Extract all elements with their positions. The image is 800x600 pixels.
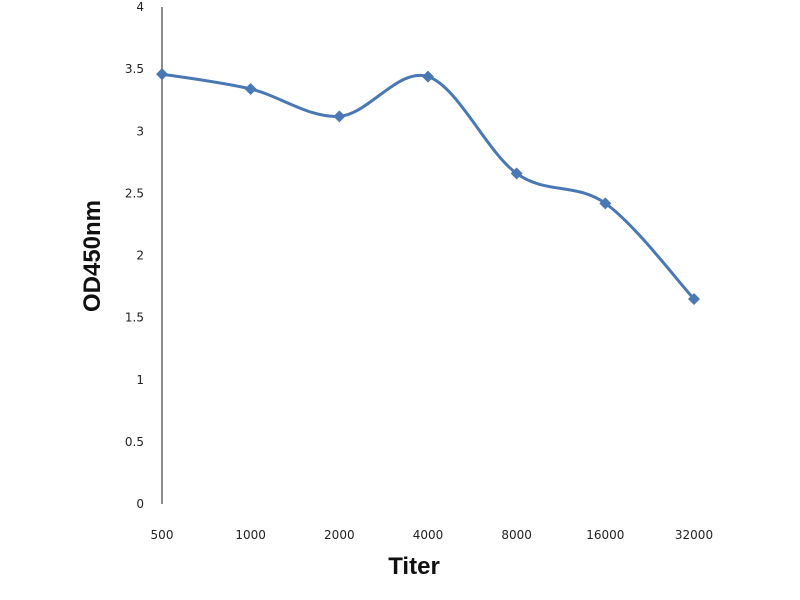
y-tick-label: 0.5 [125,435,144,449]
x-tick-label: 2000 [324,528,355,542]
data-point-marker [510,167,523,180]
y-tick-label: 1.5 [125,311,144,325]
series-line [161,72,696,301]
x-axis-title: Titer [388,553,440,580]
y-tick-label: 2 [136,249,144,263]
y-axis-title: OD450nm [79,200,106,312]
y-tick-label: 3 [136,124,144,138]
y-tick-label: 3.5 [125,62,144,76]
data-point-marker [244,83,257,96]
data-point-marker [688,292,700,305]
data-point-marker [333,110,346,123]
y-tick-label: 4 [136,0,144,14]
data-point-marker [599,197,612,210]
x-tick-label: 500 [151,528,174,542]
y-tick-label: 1 [136,373,144,387]
y-tick-label: 0 [136,497,144,511]
x-tick-label: 32000 [675,528,713,542]
x-tick-label: 1000 [235,528,266,542]
x-tick-label: 4000 [413,528,444,542]
x-tick-label: 16000 [586,528,624,542]
x-tick-label: 8000 [501,528,532,542]
data-point-marker [422,70,434,83]
y-tick-label: 2.5 [125,186,144,200]
data-point-marker [156,68,168,81]
